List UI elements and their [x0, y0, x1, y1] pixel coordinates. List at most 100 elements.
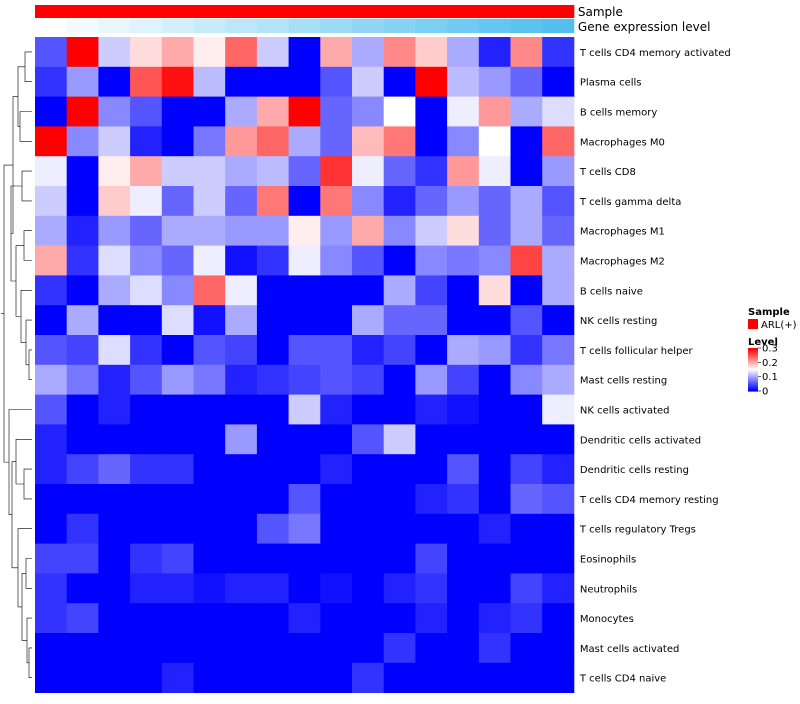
heatmap-cell — [66, 484, 99, 515]
row-label: T cells CD4 memory resting — [579, 495, 719, 506]
heatmap-cell — [225, 573, 258, 604]
heatmap-cell — [35, 96, 68, 127]
heatmap-cell — [35, 335, 68, 366]
sample-track-cell — [193, 5, 226, 18]
heatmap-cell — [542, 424, 575, 455]
legend-level-bar-segment — [748, 383, 758, 386]
heatmap-cell — [66, 543, 99, 574]
heatmap-cell — [161, 364, 194, 395]
heatmap-cell — [415, 96, 448, 127]
heatmap-cell — [478, 245, 511, 276]
heatmap-cell — [320, 662, 353, 693]
heatmap-cell — [320, 424, 353, 455]
heatmap-cell — [510, 156, 543, 187]
heatmap-cell — [510, 37, 543, 68]
row-label: Monocytes — [580, 614, 634, 625]
heatmap-cell — [35, 37, 68, 68]
row-label: NK cells activated — [580, 406, 670, 417]
heatmap-cell — [256, 603, 289, 634]
heatmap-cell — [288, 633, 321, 664]
heatmap-cell — [98, 186, 131, 217]
heatmap-cell — [288, 484, 321, 515]
heatmap-cell — [478, 66, 511, 97]
heatmap-cell — [447, 156, 480, 187]
heatmap-cell — [478, 305, 511, 336]
heatmap-cell — [130, 364, 163, 395]
heatmap-cell — [320, 275, 353, 306]
heatmap-cell — [542, 573, 575, 604]
heatmap-cell — [98, 454, 131, 485]
heatmap-cell — [447, 245, 480, 276]
heatmap-cell — [447, 96, 480, 127]
heatmap-cell — [193, 245, 226, 276]
sample-track-cell — [130, 5, 163, 18]
heatmap-cell — [288, 573, 321, 604]
heatmap-cells — [35, 37, 575, 693]
heatmap-cell — [510, 454, 543, 485]
heatmap-cell — [256, 633, 289, 664]
heatmap-cell — [320, 335, 353, 366]
dendrogram-branch — [3, 164, 13, 463]
heatmap-cell — [130, 215, 163, 246]
heatmap-cell — [352, 335, 385, 366]
legend-level-bar-segment — [748, 386, 758, 389]
row-label: Dendritic cells activated — [580, 435, 701, 446]
heatmap-cell — [288, 96, 321, 127]
dendrogram-branch — [15, 245, 24, 317]
heatmap-cell — [35, 633, 68, 664]
heatmap-cell — [66, 394, 99, 425]
heatmap-cell — [288, 275, 321, 306]
dendrogram-branch — [11, 461, 18, 569]
heatmap-cell — [193, 186, 226, 217]
heatmap-cell — [225, 245, 258, 276]
heatmap-cell — [161, 603, 194, 634]
heatmap-cell — [447, 662, 480, 693]
heatmap-cell — [447, 66, 480, 97]
legend-level-tick-label: 0.1 — [762, 372, 778, 383]
heatmap-cell — [256, 394, 289, 425]
heatmap-cell — [66, 454, 99, 485]
heatmap-cell — [256, 424, 289, 455]
expression-track-cell — [478, 19, 511, 33]
heatmap-cell — [256, 245, 289, 276]
heatmap-cell — [542, 484, 575, 515]
heatmap-cell — [66, 573, 99, 604]
heatmap-cell — [320, 573, 353, 604]
sample-track-cell — [383, 5, 416, 18]
heatmap-cell — [288, 66, 321, 97]
heatmap-cell — [130, 156, 163, 187]
heatmap-cell — [510, 335, 543, 366]
heatmap-cell — [320, 394, 353, 425]
expression-track-cell — [193, 19, 226, 33]
heatmap-cell — [225, 633, 258, 664]
expression-track-cell — [225, 19, 258, 33]
expression-annotation-track: Gene expression level — [35, 19, 710, 34]
heatmap-cell — [288, 394, 321, 425]
dendrogram-branch — [19, 111, 32, 142]
heatmap-cell — [478, 126, 511, 157]
row-label: Mast cells resting — [580, 376, 667, 387]
heatmap-cell — [510, 96, 543, 127]
dendrogram-branch — [25, 558, 32, 589]
heatmap-cell — [161, 245, 194, 276]
heatmap-cell — [478, 275, 511, 306]
heatmap-cell — [35, 543, 68, 574]
heatmap-cell — [415, 66, 448, 97]
heatmap-cell — [256, 305, 289, 336]
heatmap-cell — [352, 126, 385, 157]
row-label: T cells CD4 naive — [579, 674, 666, 685]
heatmap-cell — [225, 275, 258, 306]
legend-level-bar-segment — [748, 370, 758, 373]
heatmap-cell — [225, 543, 258, 574]
heatmap-cell — [130, 335, 163, 366]
dendrogram-branch — [28, 647, 32, 678]
heatmap-cell — [98, 543, 131, 574]
legend-level-bar-segment — [748, 388, 758, 391]
heatmap-cell — [130, 305, 163, 336]
legend-level-bar-segment — [748, 372, 758, 375]
heatmap-cell — [288, 215, 321, 246]
heatmap-cell — [98, 335, 131, 366]
heatmap-cell — [510, 484, 543, 515]
heatmap-cell — [193, 66, 226, 97]
heatmap-cell — [415, 245, 448, 276]
